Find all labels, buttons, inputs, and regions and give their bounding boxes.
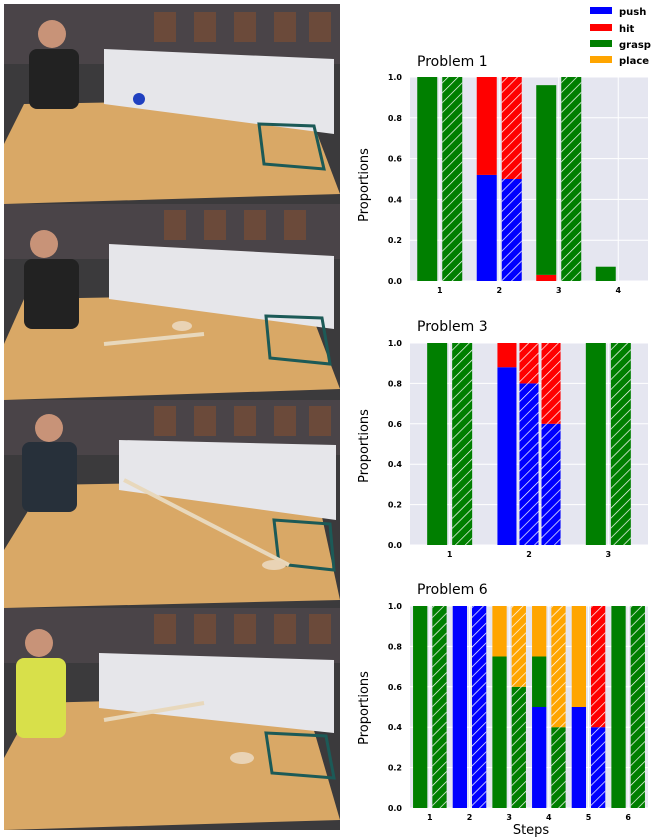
bar-segment-grasp xyxy=(413,606,428,808)
bar-hatch xyxy=(591,727,606,808)
x-tick-label: 2 xyxy=(526,550,532,559)
bar-segment-hit xyxy=(476,77,497,175)
x-tick-label: 2 xyxy=(467,813,473,822)
bar-hatch xyxy=(432,606,447,808)
photo-panel-3 xyxy=(4,400,340,608)
bar-hatch xyxy=(452,343,473,545)
bar-segment-grasp xyxy=(536,85,557,275)
photo-panel-4 xyxy=(4,608,340,830)
bar-segment-grasp xyxy=(585,343,606,545)
x-tick-label: 2 xyxy=(496,286,502,295)
bar-hatch xyxy=(472,606,487,808)
person-using-stick-photo xyxy=(4,204,340,400)
chart-problem-6: Problem 6 Proportions Steps 0.0 0.2 0.4 0.6… xyxy=(357,582,648,837)
legend-label-grasp: grasp xyxy=(619,40,651,51)
y-tick-label: 0.8 xyxy=(388,642,403,651)
y-tick-label: 0.2 xyxy=(388,236,402,245)
bar-hatch xyxy=(561,77,582,281)
chart-title: Problem 3 xyxy=(417,319,488,335)
y-axis-label: Proportions xyxy=(357,671,372,745)
bar-hatch xyxy=(630,606,645,808)
y-axis-label: Proportions xyxy=(357,409,372,483)
legend-swatch-place xyxy=(590,56,612,63)
photo-panel-1 xyxy=(4,4,340,204)
legend-label-push: push xyxy=(619,7,646,18)
person-pushing-ball-photo xyxy=(4,4,340,204)
bar-segment-place xyxy=(532,606,547,657)
bar-segment-place xyxy=(571,606,586,707)
y-tick-label: 0.6 xyxy=(388,155,403,164)
bar-hatch xyxy=(519,343,539,384)
x-tick-label: 4 xyxy=(615,286,621,295)
x-tick-label: 3 xyxy=(556,286,562,295)
bar-hatch xyxy=(519,383,539,545)
x-tick-label: 1 xyxy=(447,550,453,559)
bar-segment-grasp xyxy=(532,656,547,707)
bar-hatch xyxy=(551,606,566,728)
x-tick-label: 4 xyxy=(546,813,552,822)
x-tick-label: 5 xyxy=(586,813,592,822)
legend-swatch-grasp xyxy=(590,40,612,47)
bar-segment-push xyxy=(497,367,517,545)
bar-hatch xyxy=(511,686,526,808)
x-tick-label: 1 xyxy=(427,813,433,822)
bar-hatch xyxy=(442,77,463,281)
photo-panel-2 xyxy=(4,204,340,400)
y-tick-label: 0.6 xyxy=(388,683,403,692)
y-tick-label: 0.2 xyxy=(388,764,402,773)
x-tick-label: 3 xyxy=(506,813,512,822)
y-tick-label: 0.4 xyxy=(388,723,403,732)
y-tick-label: 0.0 xyxy=(388,277,403,286)
legend-swatch-push xyxy=(590,7,612,14)
y-tick-label: 0.4 xyxy=(388,460,403,469)
y-tick-label: 0.4 xyxy=(388,195,403,204)
y-tick-label: 0.8 xyxy=(388,114,403,123)
y-tick-label: 0.0 xyxy=(388,541,403,550)
bar-segment-push xyxy=(571,707,586,808)
bar-segment-grasp xyxy=(611,606,626,808)
legend-label-place: place xyxy=(619,56,649,67)
bar-segment-grasp xyxy=(595,266,616,281)
plot-background xyxy=(410,606,648,808)
legend-swatch-hit xyxy=(590,24,612,31)
person-using-stick-photo xyxy=(4,608,340,830)
x-tick-label: 1 xyxy=(437,286,443,295)
bar-hatch xyxy=(541,343,561,424)
chart-problem-1: Problem 1 Proportions 0.0 0.2 0.4 0.6 0.8 1.0… xyxy=(357,54,648,295)
bar-hatch xyxy=(591,606,606,728)
legend: push hit grasp place xyxy=(590,7,651,67)
person-reaching-with-stick-photo xyxy=(4,400,340,608)
bar-hatch xyxy=(551,727,566,808)
legend-label-hit: hit xyxy=(619,24,635,35)
chart-title: Problem 6 xyxy=(417,582,488,598)
bar-hatch xyxy=(511,606,526,687)
y-tick-label: 1.0 xyxy=(388,602,403,611)
bar-segment-hit xyxy=(536,274,557,281)
x-axis-label: Steps xyxy=(513,823,550,837)
y-tick-label: 0.0 xyxy=(388,804,403,813)
y-tick-label: 0.2 xyxy=(388,501,402,510)
chart-title: Problem 1 xyxy=(417,54,488,70)
bar-segment-push xyxy=(452,606,467,808)
y-tick-label: 0.8 xyxy=(388,379,403,388)
bar-segment-push xyxy=(476,174,497,281)
bar-segment-place xyxy=(492,606,507,657)
bar-segment-grasp xyxy=(427,343,448,545)
bar-segment-hit xyxy=(497,343,517,368)
y-axis-label: Proportions xyxy=(357,148,372,222)
bar-hatch xyxy=(541,423,561,545)
bar-segment-grasp xyxy=(492,656,507,808)
bar-hatch xyxy=(610,343,631,545)
x-tick-label: 3 xyxy=(606,550,612,559)
y-tick-label: 0.6 xyxy=(388,420,403,429)
x-tick-label: 6 xyxy=(625,813,631,822)
bar-hatch xyxy=(501,179,522,281)
bar-segment-push xyxy=(532,707,547,808)
bar-hatch xyxy=(501,77,522,179)
y-tick-label: 1.0 xyxy=(388,339,403,348)
chart-problem-3: Problem 3 Proportions 0.0 0.2 0.4 0.6 0.8 1.0… xyxy=(357,319,648,559)
bar-segment-grasp xyxy=(417,77,438,281)
y-tick-label: 1.0 xyxy=(388,73,403,82)
